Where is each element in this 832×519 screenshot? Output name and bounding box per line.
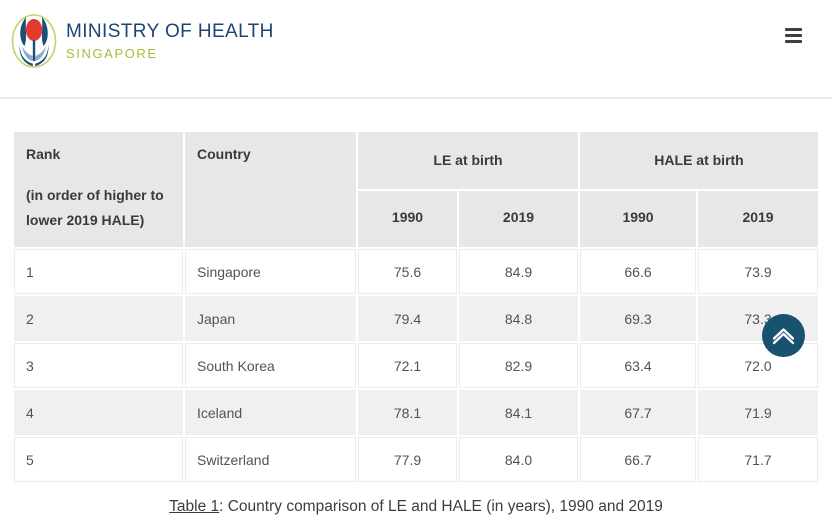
- rank-header-note: (in order of higher to lower 2019 HALE): [26, 187, 164, 228]
- cell-le-2019: 84.8: [459, 296, 579, 341]
- cell-le-1990: 78.1: [358, 390, 457, 435]
- col-header-country: Country: [185, 132, 356, 247]
- col-header-hale-group: HALE at birth: [580, 132, 819, 189]
- col-header-rank: Rank (in order of higher to lower 2019 H…: [14, 132, 183, 247]
- cell-country: South Korea: [185, 343, 356, 388]
- cell-hale-2019: 73.9: [698, 249, 819, 294]
- table-row: 4 Iceland 78.1 84.1 67.7 71.9: [14, 390, 819, 435]
- comparison-table: Rank (in order of higher to lower 2019 H…: [12, 130, 820, 484]
- main-content: Rank (in order of higher to lower 2019 H…: [0, 99, 832, 516]
- table-row: 1 Singapore 75.6 84.9 66.6 73.9: [14, 249, 819, 294]
- cell-le-1990: 77.9: [358, 437, 457, 482]
- cell-le-2019: 84.9: [459, 249, 579, 294]
- cell-rank: 1: [14, 249, 183, 294]
- moh-flower-logo-icon: [11, 14, 57, 68]
- table-caption-label: Table 1: [169, 498, 220, 515]
- col-header-le-1990: 1990: [358, 190, 457, 247]
- cell-hale-1990: 69.3: [580, 296, 697, 341]
- chevron-double-up-icon: [762, 314, 805, 357]
- cell-rank: 3: [14, 343, 183, 388]
- cell-country: Iceland: [185, 390, 356, 435]
- cell-hale-2019: 71.7: [698, 437, 819, 482]
- col-header-le-2019: 2019: [459, 190, 579, 247]
- cell-country: Japan: [185, 296, 356, 341]
- table-row: 5 Switzerland 77.9 84.0 66.7 71.7: [14, 437, 819, 482]
- site-header: MINISTRY OF HEALTH SINGAPORE: [0, 0, 832, 99]
- col-header-hale-2019: 2019: [698, 190, 819, 247]
- cell-country: Switzerland: [185, 437, 356, 482]
- moh-logo[interactable]: MINISTRY OF HEALTH SINGAPORE: [10, 13, 274, 69]
- cell-rank: 2: [14, 296, 183, 341]
- cell-hale-1990: 67.7: [580, 390, 697, 435]
- cell-le-2019: 84.0: [459, 437, 579, 482]
- table-row: 3 South Korea 72.1 82.9 63.4 72.0: [14, 343, 819, 388]
- cell-country: Singapore: [185, 249, 356, 294]
- cell-hale-1990: 66.7: [580, 437, 697, 482]
- brand-subtitle: SINGAPORE: [66, 45, 158, 61]
- table-row: 2 Japan 79.4 84.8 69.3 73.3: [14, 296, 819, 341]
- cell-rank: 5: [14, 437, 183, 482]
- cell-hale-1990: 63.4: [580, 343, 697, 388]
- cell-le-2019: 84.1: [459, 390, 579, 435]
- brand-text: MINISTRY OF HEALTH SINGAPORE: [66, 13, 274, 61]
- hamburger-menu-icon[interactable]: [785, 28, 802, 43]
- back-to-top-button[interactable]: [761, 313, 806, 358]
- cell-rank: 4: [14, 390, 183, 435]
- cell-le-1990: 72.1: [358, 343, 457, 388]
- cell-le-1990: 75.6: [358, 249, 457, 294]
- rank-header-title: Rank: [26, 146, 61, 162]
- cell-hale-2019: 71.9: [698, 390, 819, 435]
- col-header-hale-1990: 1990: [580, 190, 697, 247]
- brand-title: MINISTRY OF HEALTH: [66, 21, 274, 42]
- table-caption: Table 1: Country comparison of LE and HA…: [12, 498, 820, 516]
- table-caption-text: : Country comparison of LE and HALE (in …: [219, 498, 663, 515]
- cell-le-2019: 82.9: [459, 343, 579, 388]
- cell-le-1990: 79.4: [358, 296, 457, 341]
- cell-hale-1990: 66.6: [580, 249, 697, 294]
- col-header-le-group: LE at birth: [358, 132, 579, 189]
